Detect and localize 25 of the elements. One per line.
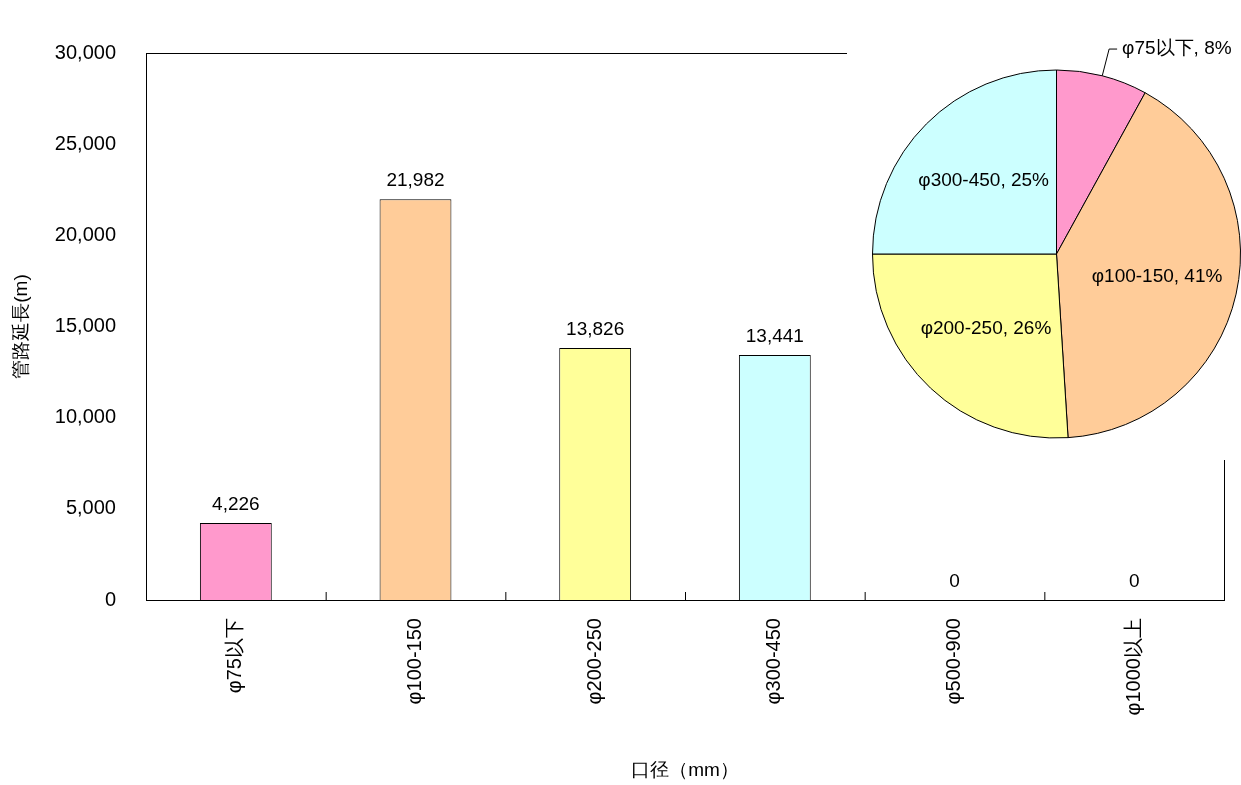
slice-label: φ200-250, 26%: [920, 317, 1052, 339]
x-axis-title: 口径（mm）: [631, 758, 739, 780]
data-label: 21,982: [386, 168, 445, 190]
slice-label: φ100-150, 41%: [1091, 264, 1223, 286]
x-tick-label: φ75以下: [223, 618, 246, 694]
x-tick-label: φ100-150: [403, 618, 426, 705]
y-tick-label: 30,000: [54, 40, 116, 63]
y-tick-label: 10,000: [54, 405, 116, 428]
data-label: 13,826: [566, 317, 625, 339]
y-tick-label: 25,000: [54, 131, 116, 154]
data-label: 0: [1128, 569, 1140, 591]
x-tick-label: φ1000以上: [1121, 618, 1144, 716]
data-label: 13,441: [745, 324, 804, 346]
y-tick-label: 0: [104, 587, 116, 610]
slice-label: φ300-450, 25%: [918, 169, 1050, 191]
y-axis-title: 管路延長(m): [9, 274, 31, 379]
y-tick-label: 5,000: [65, 496, 116, 519]
slice-label: φ75以下, 8%: [1122, 37, 1232, 59]
x-tick-label: φ500-900: [942, 618, 965, 705]
x-tick-label: φ300-450: [762, 618, 785, 705]
data-label: 4,226: [212, 492, 260, 514]
data-label: 0: [949, 569, 960, 591]
y-tick-label: 15,000: [54, 314, 116, 337]
y-tick-label: 20,000: [54, 222, 116, 245]
x-tick-label: φ200-250: [582, 618, 605, 705]
